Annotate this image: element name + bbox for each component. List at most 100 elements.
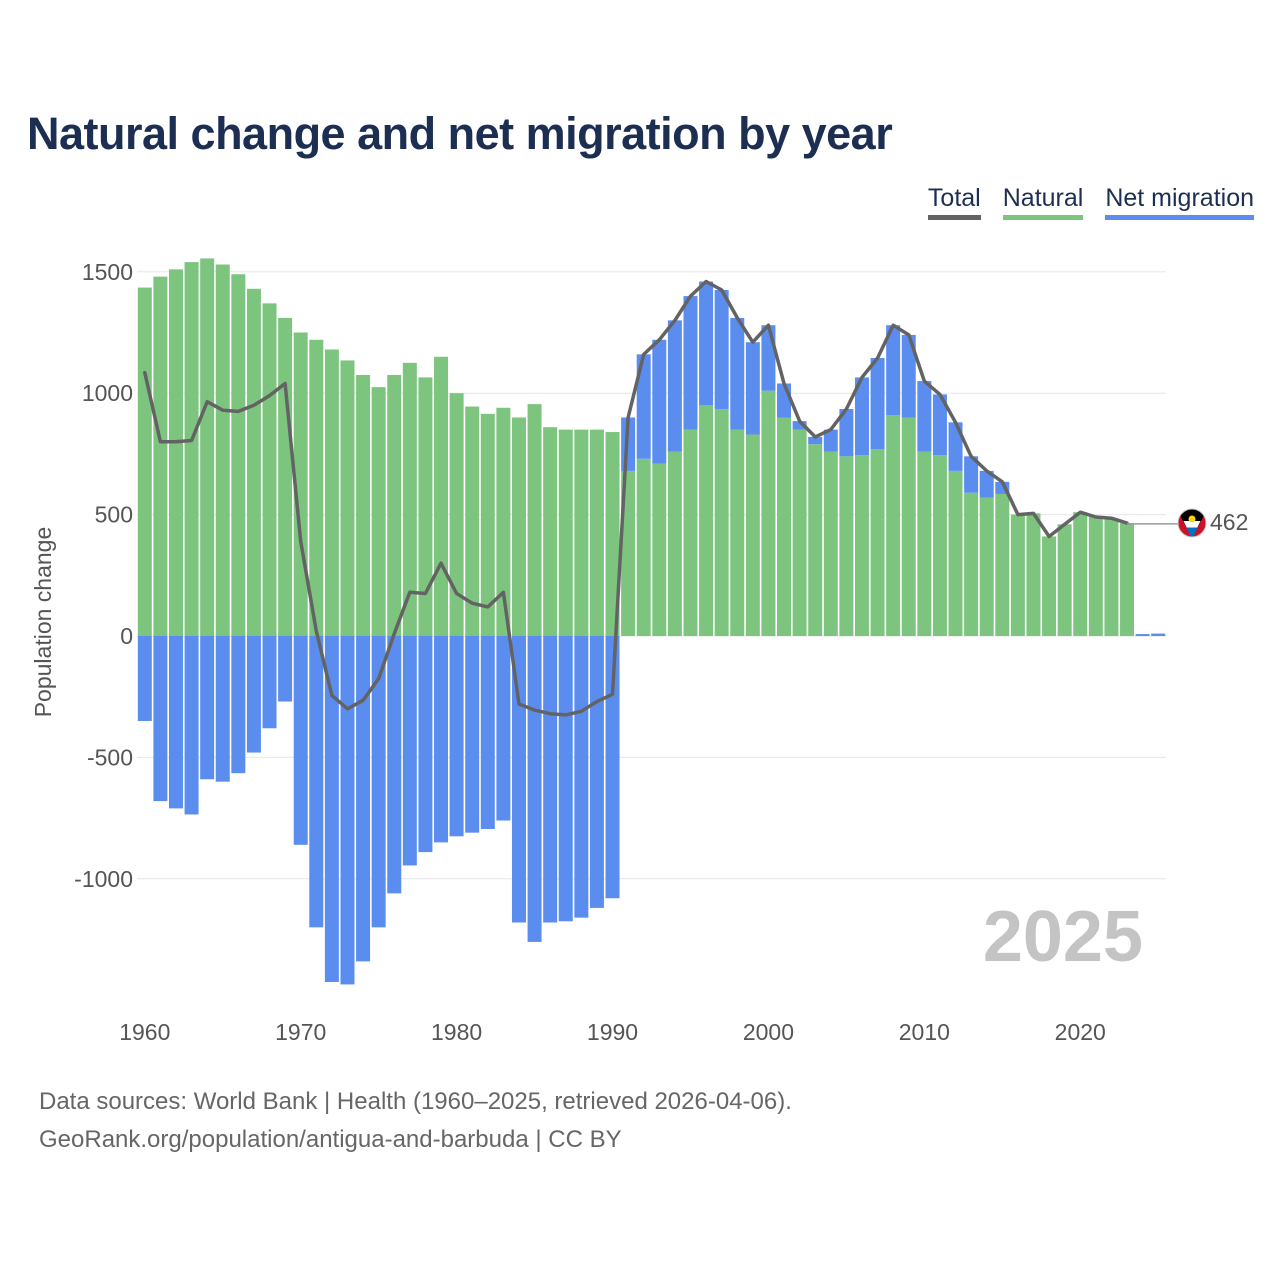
y-axis-ticks: 1500 1000 500 0 -500 -1000 [74, 259, 133, 892]
bar-natural [621, 470, 636, 636]
bar-natural [527, 404, 542, 636]
y-tick-label: 500 [95, 502, 133, 528]
bar-natural [839, 456, 854, 636]
x-tick-label: 2020 [1055, 1019, 1106, 1045]
bar-natural [636, 458, 651, 636]
gridlines [137, 271, 1166, 880]
y-tick-label: 1500 [82, 259, 133, 285]
legend: Total Natural Net migration [927, 184, 1254, 220]
bar-natural [356, 374, 371, 636]
bar-natural [730, 429, 745, 636]
bar-net-migration [932, 394, 947, 456]
bar-net-migration [589, 636, 604, 908]
bar-net-migration [356, 636, 371, 962]
bar-natural [1073, 512, 1088, 636]
end-marker: 462 [1127, 508, 1248, 538]
bar-net-migration [792, 421, 807, 430]
bar-net-migration [200, 636, 215, 780]
data-source-text: Data sources: World Bank | Health (1960–… [39, 1088, 792, 1115]
bar-natural [917, 451, 932, 636]
bar-natural [777, 417, 792, 636]
x-axis-ticks: 1960 1970 1980 1990 2000 2010 2020 [119, 1019, 1106, 1045]
bar-natural [964, 492, 979, 636]
bar-net-migration [434, 636, 449, 843]
x-tick-label: 1990 [587, 1019, 638, 1045]
bar-net-migration [699, 281, 714, 406]
bar-net-migration [683, 296, 698, 430]
bar-natural [683, 429, 698, 636]
legend-item-total[interactable]: Total [927, 184, 981, 220]
bar-net-migration [886, 325, 901, 416]
year-watermark: 2025 [983, 897, 1143, 977]
bar-natural [1026, 513, 1041, 636]
bar-natural [948, 470, 963, 636]
total-line-layer [143, 279, 1129, 717]
bar-natural [1057, 524, 1072, 636]
bar-net-migration [293, 636, 308, 845]
bar-net-migration [168, 636, 183, 809]
bar-natural [792, 429, 807, 636]
bar-net-migration [667, 320, 682, 452]
bar-natural [558, 429, 573, 636]
x-tick-label: 2000 [743, 1019, 794, 1045]
bar-natural [184, 262, 199, 636]
bar-natural [434, 356, 449, 636]
bar-natural [932, 455, 947, 636]
bar-net-migration [418, 636, 433, 853]
bar-natural [652, 463, 667, 636]
y-axis-title: Population change [30, 527, 56, 718]
bar-net-migration [511, 636, 526, 923]
bar-natural [168, 269, 183, 636]
bar-net-migration [823, 429, 838, 452]
bar-net-migration [402, 636, 417, 866]
legend-item-natural[interactable]: Natural [1002, 184, 1084, 220]
bar-net-migration [215, 636, 230, 782]
bar-natural [496, 407, 511, 636]
bar-natural [262, 303, 277, 636]
bar-net-migration [714, 290, 729, 409]
x-tick-label: 1970 [275, 1019, 326, 1045]
bar-net-migration [496, 636, 511, 821]
bar-net-migration [1151, 633, 1166, 636]
bar-natural [714, 408, 729, 636]
bar-natural [511, 417, 526, 636]
bar-natural [574, 429, 589, 636]
bar-natural [886, 415, 901, 636]
bar-natural [153, 276, 168, 636]
bar-natural [1120, 523, 1135, 636]
bar-net-migration [231, 636, 246, 774]
legend-item-net-migration[interactable]: Net migration [1105, 184, 1254, 220]
bar-natural [823, 451, 838, 636]
bar-net-migration [184, 636, 199, 815]
bar-natural [309, 339, 324, 636]
bar-net-migration [574, 636, 589, 918]
bar-natural [1104, 518, 1119, 636]
bar-net-migration [480, 636, 495, 830]
bar-net-migration [777, 383, 792, 418]
bar-net-migration [605, 636, 620, 899]
bar-natural [324, 349, 339, 636]
bar-natural [854, 455, 869, 636]
y-tick-label: -500 [87, 744, 133, 770]
bar-natural [137, 287, 152, 636]
bar-net-migration [309, 636, 324, 928]
bars [137, 258, 1166, 985]
x-tick-label: 1980 [431, 1019, 482, 1045]
bar-net-migration [153, 636, 168, 802]
bar-net-migration [387, 636, 402, 894]
bar-natural [200, 258, 215, 636]
bar-net-migration [964, 456, 979, 493]
bar-net-migration [340, 636, 355, 985]
y-tick-label: -1000 [74, 866, 133, 892]
bar-net-migration [558, 636, 573, 922]
attribution-text: GeoRank.org/population/antigua-and-barbu… [39, 1126, 622, 1153]
bar-net-migration [278, 636, 293, 702]
bar-natural [1010, 514, 1025, 636]
y-tick-label: 1000 [82, 380, 133, 406]
bar-natural [1042, 536, 1057, 636]
bar-net-migration [854, 377, 869, 456]
bar-net-migration [761, 325, 776, 391]
bar-net-migration [262, 636, 277, 729]
bar-net-migration [543, 636, 558, 923]
bar-natural [231, 274, 246, 636]
